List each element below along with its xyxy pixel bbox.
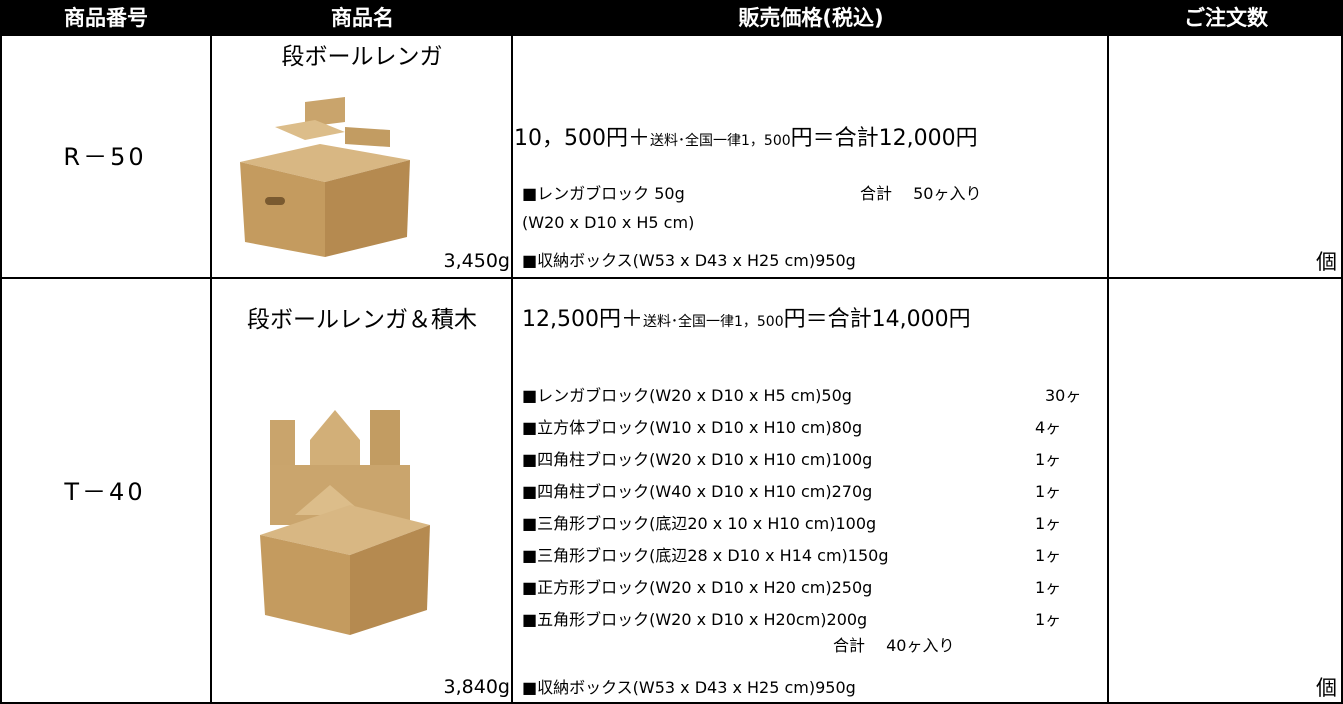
border: [0, 702, 1343, 704]
border: [0, 277, 1343, 279]
product-image: [260, 410, 430, 635]
count: 30ヶ: [1045, 386, 1082, 405]
product-code: T－40: [64, 477, 146, 506]
header-cell: 商品名: [212, 0, 513, 36]
count: 合計 50ヶ入り: [860, 184, 982, 203]
header-cell: 商品番号: [0, 0, 212, 36]
detail: ■レンガブロック 50g: [522, 184, 685, 203]
price-part: 円＝合計14,000円: [783, 307, 971, 332]
detail: (W20 x D10 x H5 cm): [522, 213, 695, 232]
detail: ■収納ボックス(W53 x D43 x H25 cm)950g: [522, 251, 856, 270]
total: 合計 40ヶ入り: [833, 636, 955, 655]
header-cell: ご注文数: [1109, 0, 1343, 36]
detail: ■三角形ブロック(底辺20 x 10 x H10 cm)100g: [522, 514, 877, 533]
price-line: 12,500円＋送料･全国一律1，500円＝合計14,000円: [522, 309, 971, 331]
count: 1ヶ: [1035, 482, 1062, 501]
count: 1ヶ: [1035, 450, 1062, 469]
price-line: 10，500円＋送料･全国一律1，500円＝合計12,000円: [514, 128, 978, 150]
product-code: R－50: [63, 143, 147, 171]
weight: 3,840g: [443, 676, 510, 698]
border: [1341, 0, 1343, 704]
border: [0, 0, 2, 704]
weight: 3,450g: [443, 250, 510, 272]
detail: ■レンガブロック(W20 x D10 x H5 cm)50g: [522, 386, 852, 405]
product-name: 段ボールレンガ: [281, 44, 443, 70]
count: 1ヶ: [1035, 514, 1062, 533]
price-part: 12,500円＋: [522, 307, 643, 332]
price-part: 円＝合計12,000円: [790, 126, 978, 151]
count: 4ヶ: [1035, 418, 1062, 437]
detail: ■立方体ブロック(W10 x D10 x H10 cm)80g: [522, 418, 863, 437]
count: 1ヶ: [1035, 546, 1062, 565]
product-image: [240, 97, 410, 257]
price-part: 送料･全国一律1，500: [650, 133, 791, 149]
border: [1107, 0, 1109, 704]
detail: ■四角柱ブロック(W20 x D10 x H10 cm)100g: [522, 450, 873, 469]
count: 1ヶ: [1035, 610, 1062, 629]
detail: ■三角形ブロック(底辺28 x D10 x H14 cm)150g: [522, 546, 889, 565]
detail: ■五角形ブロック(W20 x D10 x H20cm)200g: [522, 610, 868, 629]
border: [210, 0, 212, 704]
price-part: 10，500円＋: [514, 126, 650, 151]
detail: ■四角柱ブロック(W40 x D10 x H10 cm)270g: [522, 482, 873, 501]
count: 1ヶ: [1035, 578, 1062, 597]
detail: ■収納ボックス(W53 x D43 x H25 cm)950g: [522, 678, 856, 697]
unit: 個: [1316, 676, 1337, 700]
unit: 個: [1316, 250, 1337, 274]
price-part: 送料･全国一律1，500: [642, 314, 784, 330]
border: [511, 0, 513, 704]
product-name: 段ボールレンガ＆積木: [247, 307, 477, 333]
detail: ■正方形ブロック(W20 x D10 x H20 cm)250g: [522, 578, 873, 597]
header-cell: 販売価格(税込): [513, 0, 1109, 36]
